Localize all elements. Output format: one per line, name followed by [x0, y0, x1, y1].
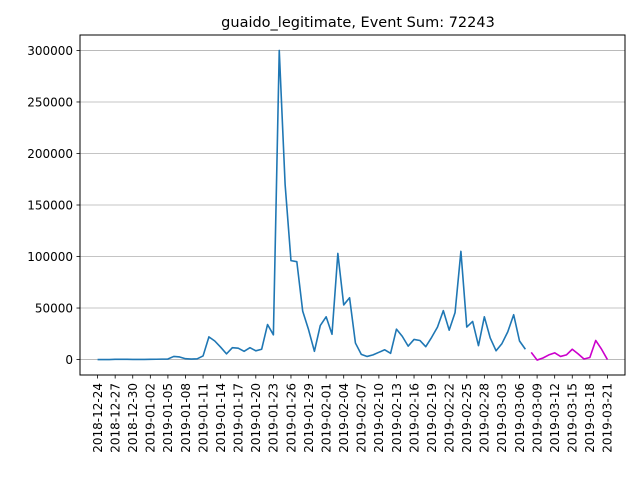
x-tick-label: 2019-01-17 — [232, 383, 246, 453]
y-tick-label: 100000 — [27, 250, 73, 264]
x-tick-label: 2019-01-20 — [249, 383, 263, 453]
x-tick-label: 2019-03-18 — [583, 383, 597, 453]
y-tick-label: 200000 — [27, 147, 73, 161]
x-tick-label: 2019-03-15 — [566, 383, 580, 453]
x-axis: 2018-12-24 2018-12-27 2018-12-30 2019-01-02… — [91, 375, 615, 453]
x-tick-label: 2018-12-27 — [108, 383, 122, 453]
y-tick-label: 50000 — [35, 301, 73, 315]
x-tick-label: 2019-02-19 — [425, 383, 439, 453]
x-tick-label: 2019-03-03 — [495, 383, 509, 453]
x-tick-label: 2019-03-21 — [601, 383, 615, 453]
x-tick-label: 2019-02-13 — [390, 383, 404, 453]
x-tick-label: 2019-02-22 — [442, 383, 456, 453]
series-layer — [97, 49, 609, 361]
x-tick-label: 2019-01-26 — [284, 383, 298, 453]
x-tick-label: 2019-02-16 — [407, 383, 421, 453]
x-tick-label: 2019-03-06 — [513, 383, 527, 453]
y-tick-label: 0 — [65, 353, 73, 367]
x-tick-label: 2019-02-04 — [337, 383, 351, 453]
x-tick-label: 2019-01-08 — [179, 383, 193, 453]
chart-title: guaido_legitimate, Event Sum: 72243 — [221, 15, 495, 31]
x-tick-label: 2019-02-25 — [460, 383, 474, 453]
x-tick-label: 2018-12-24 — [91, 383, 105, 453]
x-tick-label: 2019-02-10 — [372, 383, 386, 453]
grid-lines — [80, 50, 625, 360]
y-axis: 0 50000 100000 150000 200000 250000 300000 — [27, 44, 80, 367]
x-tick-label: 2019-01-05 — [161, 383, 175, 453]
x-tick-label: 2018-12-30 — [126, 383, 140, 453]
x-tick-label: 2019-02-01 — [319, 383, 333, 453]
x-tick-label: 2019-01-23 — [267, 383, 281, 453]
y-tick-label: 300000 — [27, 44, 73, 58]
y-tick-label: 150000 — [27, 198, 73, 212]
x-tick-label: 2019-03-09 — [530, 383, 544, 453]
x-tick-label: 2019-01-02 — [144, 383, 158, 453]
y-tick-label: 250000 — [27, 95, 73, 109]
x-tick-label: 2019-01-14 — [214, 383, 228, 453]
x-tick-label: 2019-03-12 — [548, 383, 562, 453]
series-line-1 — [97, 49, 527, 361]
x-tick-label: 2019-02-28 — [478, 383, 492, 453]
x-tick-label: 2019-02-07 — [355, 383, 369, 453]
series-line-2 — [530, 339, 609, 361]
plot-area-frame — [79, 34, 626, 376]
x-tick-label: 2019-01-11 — [196, 383, 210, 453]
x-tick-label: 2019-01-29 — [302, 383, 316, 453]
